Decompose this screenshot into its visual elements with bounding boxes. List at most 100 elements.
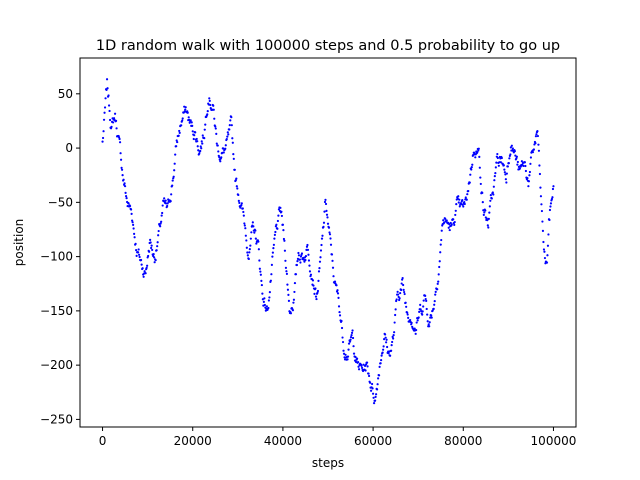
data-point	[137, 248, 140, 251]
data-point	[481, 201, 484, 204]
data-point	[499, 161, 502, 164]
data-point	[448, 223, 451, 226]
data-point	[107, 104, 111, 107]
data-point	[337, 305, 341, 308]
data-point	[325, 213, 329, 216]
y-tick-label: −100	[40, 250, 73, 264]
data-point	[186, 111, 189, 114]
data-point	[269, 279, 272, 282]
data-point	[273, 237, 276, 240]
data-point	[133, 232, 136, 235]
data-point	[333, 280, 337, 283]
data-point	[502, 164, 505, 167]
y-tick-label: −200	[40, 358, 73, 372]
data-point	[385, 338, 388, 341]
data-point	[208, 97, 211, 100]
data-point	[516, 163, 519, 166]
data-point	[306, 243, 309, 247]
data-point	[144, 272, 147, 275]
data-point	[292, 301, 295, 304]
x-tick-label: 20000	[174, 434, 212, 448]
data-point	[428, 325, 431, 328]
data-point	[375, 393, 378, 396]
data-point	[497, 164, 500, 167]
data-point	[444, 217, 447, 221]
data-point	[548, 218, 551, 222]
data-point	[270, 263, 273, 266]
data-point	[140, 258, 143, 262]
data-point	[283, 239, 286, 242]
data-point	[132, 227, 135, 230]
data-point	[537, 149, 541, 152]
data-point	[531, 151, 535, 154]
data-point	[374, 395, 377, 398]
data-point	[291, 309, 295, 312]
data-point	[277, 214, 280, 217]
data-point	[403, 292, 406, 296]
data-point	[516, 160, 519, 164]
data-point	[253, 231, 256, 234]
data-point	[200, 140, 203, 143]
data-point	[263, 297, 266, 300]
data-point	[129, 204, 132, 208]
data-point	[200, 147, 203, 150]
data-point	[285, 270, 288, 273]
data-point	[438, 265, 441, 269]
data-point	[331, 266, 335, 269]
data-point	[217, 150, 220, 153]
data-point	[108, 109, 111, 113]
data-point	[399, 291, 402, 295]
data-point	[426, 320, 429, 323]
data-point	[101, 140, 104, 143]
data-point	[503, 168, 506, 171]
data-point	[235, 185, 238, 188]
data-point	[246, 254, 249, 257]
data-point	[518, 167, 521, 170]
data-point	[280, 210, 283, 213]
data-point	[159, 222, 162, 225]
data-point	[549, 202, 553, 205]
data-point	[457, 201, 460, 204]
data-point	[254, 237, 257, 240]
data-point	[532, 148, 536, 151]
data-point	[419, 308, 422, 311]
data-point	[425, 299, 428, 302]
data-point	[133, 236, 136, 239]
data-point	[102, 118, 106, 121]
data-point	[335, 284, 338, 287]
data-point	[163, 197, 166, 200]
data-point	[543, 256, 547, 260]
data-point	[357, 365, 360, 368]
data-point	[187, 116, 190, 119]
data-point	[122, 178, 125, 181]
data-point	[135, 249, 138, 252]
data-point	[157, 229, 160, 233]
data-point	[434, 290, 437, 293]
data-point	[387, 352, 390, 355]
data-point	[295, 263, 299, 267]
data-point	[180, 124, 183, 127]
data-point	[436, 288, 439, 291]
data-point	[405, 305, 408, 308]
data-point	[311, 279, 315, 282]
data-point	[526, 177, 529, 180]
data-point	[286, 283, 289, 286]
data-point	[149, 238, 152, 241]
data-point	[350, 331, 354, 334]
data-point	[419, 303, 422, 306]
data-point	[315, 297, 318, 301]
data-point	[511, 147, 514, 150]
data-point	[231, 141, 234, 144]
data-point	[275, 223, 278, 226]
data-point	[281, 223, 285, 226]
data-point	[250, 231, 253, 234]
data-point	[372, 396, 375, 399]
data-point	[242, 210, 245, 214]
data-point	[320, 237, 324, 240]
data-point	[539, 186, 542, 189]
data-point	[491, 191, 494, 194]
data-point	[118, 141, 122, 144]
data-point	[330, 253, 334, 256]
data-point	[538, 164, 541, 167]
data-point	[350, 333, 353, 337]
